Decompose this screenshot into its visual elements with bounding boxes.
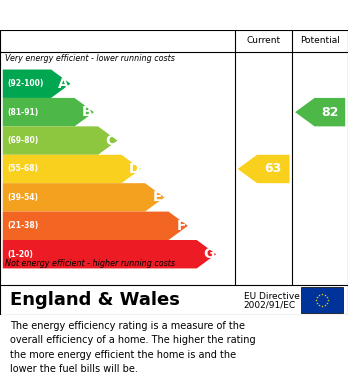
Text: 82: 82 — [321, 106, 339, 118]
Polygon shape — [3, 126, 118, 155]
Polygon shape — [238, 155, 290, 183]
Text: (81-91): (81-91) — [7, 108, 38, 117]
Text: (1-20): (1-20) — [7, 250, 33, 259]
Text: D: D — [128, 162, 140, 176]
Text: Very energy efficient - lower running costs: Very energy efficient - lower running co… — [5, 54, 175, 63]
Text: 63: 63 — [265, 163, 282, 176]
Text: E: E — [153, 190, 163, 204]
Text: (92-100): (92-100) — [7, 79, 44, 88]
Polygon shape — [295, 98, 345, 126]
Text: G: G — [204, 247, 215, 261]
Polygon shape — [3, 183, 164, 212]
Text: (21-38): (21-38) — [7, 221, 38, 230]
Text: The energy efficiency rating is a measure of the
overall efficiency of a home. T: The energy efficiency rating is a measur… — [10, 321, 256, 374]
Text: Energy Efficiency Rating: Energy Efficiency Rating — [14, 7, 224, 23]
FancyBboxPatch shape — [301, 287, 343, 312]
Text: Potential: Potential — [300, 36, 340, 45]
Text: B: B — [82, 105, 93, 119]
Polygon shape — [3, 155, 141, 183]
Text: EU Directive: EU Directive — [244, 292, 300, 301]
Text: 2002/91/EC: 2002/91/EC — [244, 300, 296, 309]
Polygon shape — [3, 98, 94, 126]
Text: Not energy efficient - higher running costs: Not energy efficient - higher running co… — [5, 259, 175, 268]
Text: (55-68): (55-68) — [7, 165, 38, 174]
Polygon shape — [3, 70, 70, 98]
Text: England & Wales: England & Wales — [10, 291, 180, 309]
Polygon shape — [3, 240, 216, 269]
Polygon shape — [3, 212, 188, 240]
Text: (39-54): (39-54) — [7, 193, 38, 202]
Text: F: F — [176, 219, 186, 233]
Text: A: A — [58, 77, 69, 91]
Text: (69-80): (69-80) — [7, 136, 38, 145]
Text: C: C — [105, 134, 116, 147]
Text: Current: Current — [246, 36, 281, 45]
